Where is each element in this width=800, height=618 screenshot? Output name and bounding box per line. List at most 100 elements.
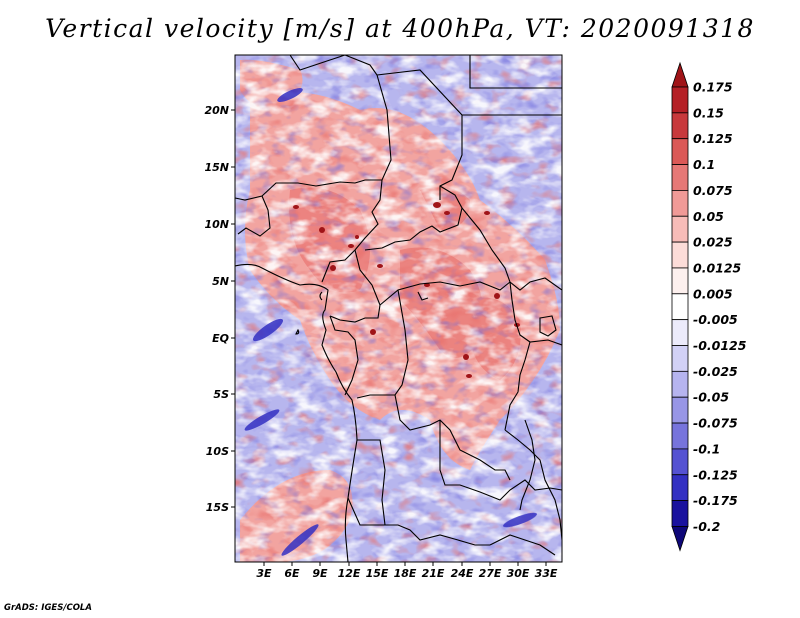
colorbar-segment bbox=[671, 422, 689, 450]
lat-label: 10N bbox=[204, 218, 229, 231]
colorbar-segment bbox=[671, 138, 689, 165]
border bbox=[357, 439, 490, 546]
downdraft-streak bbox=[277, 88, 303, 102]
lon-label: 6E bbox=[284, 567, 300, 580]
border bbox=[489, 534, 556, 556]
colorbar-segment bbox=[671, 526, 689, 552]
colorbar-segment bbox=[671, 61, 689, 88]
downdraft-streak bbox=[281, 524, 319, 556]
colorbar-label: 0.1 bbox=[693, 157, 715, 172]
colorbar-segment bbox=[671, 164, 689, 191]
downdraft-streak bbox=[252, 318, 284, 342]
border bbox=[469, 55, 562, 89]
border bbox=[321, 179, 383, 283]
lat-label: 15S bbox=[206, 501, 229, 514]
updraft-spot bbox=[444, 211, 450, 215]
country-borders bbox=[235, 55, 562, 562]
updraft-spot bbox=[319, 227, 325, 233]
lon-label: 18E bbox=[394, 567, 417, 580]
downdraft-streak bbox=[244, 409, 280, 431]
plot-title: Vertical velocity [m/s] at 400hPa, VT: 2… bbox=[45, 14, 755, 43]
axis-ticks bbox=[231, 109, 547, 566]
colorbar-label: -0.125 bbox=[693, 467, 738, 482]
border bbox=[504, 341, 531, 431]
colorbar-label: -0.2 bbox=[693, 519, 720, 534]
colorbar-label: 0.125 bbox=[693, 131, 733, 146]
lat-label: EQ bbox=[212, 332, 229, 345]
colorbar-segment bbox=[671, 345, 689, 372]
colorbar-label: 0.0125 bbox=[693, 260, 742, 275]
colorbar-segment bbox=[671, 189, 689, 217]
vertical-velocity-field bbox=[235, 55, 562, 562]
border bbox=[504, 429, 562, 541]
colorbar-label: 0.025 bbox=[693, 235, 733, 250]
border bbox=[509, 281, 562, 346]
updraft-spot bbox=[433, 202, 441, 208]
border bbox=[235, 55, 392, 201]
colorbar-segment bbox=[671, 319, 689, 346]
colorbar-segment bbox=[671, 448, 689, 476]
latitude-labels: 20N 15N 10N 5N EQ 5S 10S 15S bbox=[204, 104, 229, 514]
colorbar-segment bbox=[671, 474, 689, 502]
updraft-spot bbox=[330, 265, 336, 271]
colorbar-label: -0.005 bbox=[693, 312, 738, 327]
updraft-spot bbox=[466, 374, 472, 378]
river bbox=[417, 291, 429, 301]
grads-credit: GrADS: IGES/COLA bbox=[4, 603, 92, 613]
border bbox=[329, 315, 359, 396]
lat-label: 20N bbox=[204, 104, 229, 117]
colorbar-label: -0.05 bbox=[693, 390, 729, 405]
lon-label: 24E bbox=[451, 567, 474, 580]
lon-label: 33E bbox=[535, 567, 558, 580]
colorbar-segment bbox=[671, 112, 689, 140]
colorbar-label: 0.175 bbox=[693, 80, 733, 95]
updraft-spot bbox=[494, 293, 500, 299]
lon-label: 12E bbox=[338, 567, 361, 580]
colorbar-label: -0.175 bbox=[693, 493, 738, 508]
colorbar-segment bbox=[671, 293, 689, 321]
colorbar-label: -0.075 bbox=[693, 416, 738, 431]
border bbox=[379, 281, 511, 306]
lon-label: 15E bbox=[366, 567, 389, 580]
colorbar-segment bbox=[671, 86, 689, 114]
coastline bbox=[235, 263, 358, 562]
lon-label: 21E bbox=[422, 567, 445, 580]
updraft-spot bbox=[293, 205, 299, 209]
map-frame bbox=[234, 54, 563, 563]
colorbar-label: -0.025 bbox=[693, 364, 738, 379]
updraft-spot bbox=[348, 244, 354, 248]
lake-victoria bbox=[539, 315, 557, 337]
colorbar-label: -0.1 bbox=[693, 441, 720, 456]
lat-label: 5S bbox=[213, 388, 229, 401]
lat-label: 15N bbox=[204, 161, 229, 174]
colorbar-segment bbox=[671, 267, 689, 295]
border bbox=[237, 195, 271, 237]
border bbox=[439, 420, 562, 501]
lat-label: 5N bbox=[212, 275, 229, 288]
colorbar-segment bbox=[671, 500, 689, 527]
colorbar-label: 0.15 bbox=[693, 105, 724, 120]
border bbox=[364, 185, 463, 251]
colorbar-label: 0.05 bbox=[693, 209, 724, 224]
border bbox=[329, 249, 381, 323]
downdraft-streak bbox=[503, 512, 537, 528]
border bbox=[356, 289, 409, 399]
updraft-spot bbox=[463, 354, 469, 360]
colorbar-label: 0.005 bbox=[693, 286, 733, 301]
colorbar-segment bbox=[671, 241, 689, 269]
updraft-spot bbox=[484, 211, 490, 215]
border bbox=[394, 394, 511, 481]
lon-label: 27E bbox=[479, 567, 502, 580]
updraft-spot bbox=[377, 264, 383, 268]
longitude-labels: 3E 6E 9E 12E 15E 18E 21E 24E 27E 30E 33E bbox=[256, 567, 557, 580]
lon-label: 30E bbox=[507, 567, 530, 580]
updraft-spot bbox=[370, 329, 376, 335]
colorbar: 0.175 0.15 0.125 0.1 0.075 0.05 0.025 0.0125 0.0… bbox=[671, 61, 747, 552]
lat-label: 10S bbox=[206, 445, 229, 458]
colorbar-segment bbox=[671, 370, 689, 398]
bioko-island bbox=[319, 291, 323, 301]
lon-label: 3E bbox=[256, 567, 272, 580]
border bbox=[289, 55, 346, 71]
colorbar-label: 0.075 bbox=[693, 183, 733, 198]
